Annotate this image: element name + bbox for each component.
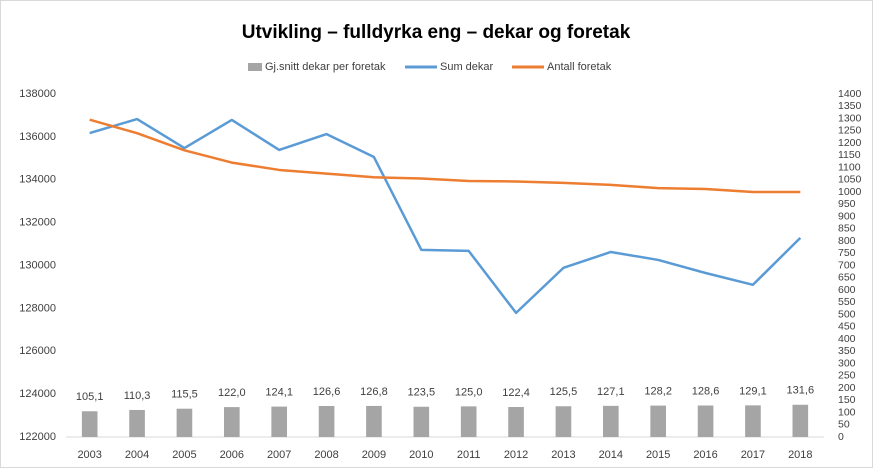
y-tick-label: 136000 [19,131,56,143]
y2-tick-label: 300 [838,357,856,369]
line [89,118,801,194]
line [89,117,802,315]
y2-tick-label: 200 [838,382,856,394]
y2-tick-label: 850 [838,223,856,235]
y2-tick-label: 1400 [838,88,862,100]
y-tick-label: 126000 [19,345,56,357]
value-label: 123,5 [408,387,436,399]
y2-tick-label: 1100 [838,161,861,173]
y2-tick-label: 1000 [838,186,862,198]
value-label: 124,1 [265,387,293,399]
y2-tick-label: 350 [838,345,856,357]
value-label: 115,5 [171,389,198,401]
value-label: 128,6 [692,385,720,397]
y2-tick-label: 450 [838,321,856,333]
bar [413,406,430,437]
value-label: 125,0 [455,386,483,398]
y-tick-label: 138000 [19,88,56,100]
y2-tick-label: 100 [838,406,856,418]
x-tick-label: 2011 [457,449,481,461]
x-tick-label: 2018 [788,449,812,461]
bar [460,406,477,437]
x-tick-label: 2006 [220,449,244,461]
bar [366,405,382,437]
y2-tick-label: 650 [838,272,856,284]
y2-tick-label: 0 [838,431,844,443]
legend-swatch [248,63,262,71]
value-label: 131,6 [787,385,815,397]
value-label: 122,4 [502,387,530,399]
legend-label: Sum dekar [440,61,494,73]
bar [318,405,335,437]
y2-tick-label: 750 [838,247,856,259]
y2-tick-label: 500 [838,308,856,320]
y2-tick-label: 1300 [838,112,862,124]
legend-label: Gj.snitt dekar per foretak [265,61,386,73]
x-tick-label: 2012 [504,449,528,461]
bar [129,409,145,437]
legend-label: Antall foretak [547,61,612,73]
x-tick-label: 2015 [646,449,670,461]
bar [271,406,288,437]
bar [697,405,714,437]
chart-title: Utvikling – fulldyrka eng – dekar og for… [242,22,631,43]
x-tick-label: 2003 [77,449,101,461]
y2-tick-label: 1350 [838,100,862,112]
y2-tick-label: 1250 [838,125,862,137]
y2-tick-label: 1200 [838,137,862,149]
y2-tick-label: 550 [838,296,856,308]
x-tick-label: 2017 [741,449,765,461]
y2-tick-label: 900 [838,210,856,222]
x-tick-label: 2009 [362,449,386,461]
bar [555,406,572,437]
x-tick-label: 2013 [551,449,575,461]
y2-tick-label: 250 [838,370,856,382]
x-tick-label: 2016 [693,449,717,461]
value-label: 110,3 [124,390,151,402]
x-tick-label: 2014 [599,449,623,461]
y2-tick-label: 50 [838,419,850,431]
value-label: 126,8 [360,386,388,398]
x-tick-label: 2008 [314,449,338,461]
y2-tick-label: 700 [838,259,856,271]
bar [81,411,98,437]
value-label: 125,5 [550,386,578,398]
x-tick-label: 2010 [409,449,433,461]
bar [223,407,240,437]
value-label: 127,1 [597,386,625,398]
x-tick-label: 2004 [125,449,149,461]
y2-tick-label: 800 [838,235,856,247]
bar [745,405,761,437]
x-tick-label: 2007 [267,449,291,461]
y2-tick-label: 400 [838,333,856,345]
value-label: 122,0 [218,387,246,399]
value-label: 105,1 [76,391,104,403]
y-tick-label: 122000 [19,431,56,443]
x-tick-label: 2005 [172,449,196,461]
y-tick-label: 134000 [19,174,56,186]
y2-tick-label: 150 [838,394,856,406]
bar [176,408,193,437]
y-tick-label: 130000 [19,259,56,271]
y-tick-label: 128000 [19,302,56,314]
y2-tick-label: 1050 [838,174,862,186]
bar [508,407,524,437]
value-label: 128,2 [644,385,672,397]
y-tick-label: 124000 [19,388,56,400]
bar [602,405,619,437]
value-label: 129,1 [739,385,767,397]
bar [650,405,667,437]
y-tick-label: 132000 [19,217,56,229]
bar [792,404,809,437]
value-label: 126,6 [313,386,341,398]
y2-tick-label: 950 [838,198,856,210]
y2-tick-label: 1150 [838,149,861,161]
y2-tick-label: 600 [838,284,856,296]
